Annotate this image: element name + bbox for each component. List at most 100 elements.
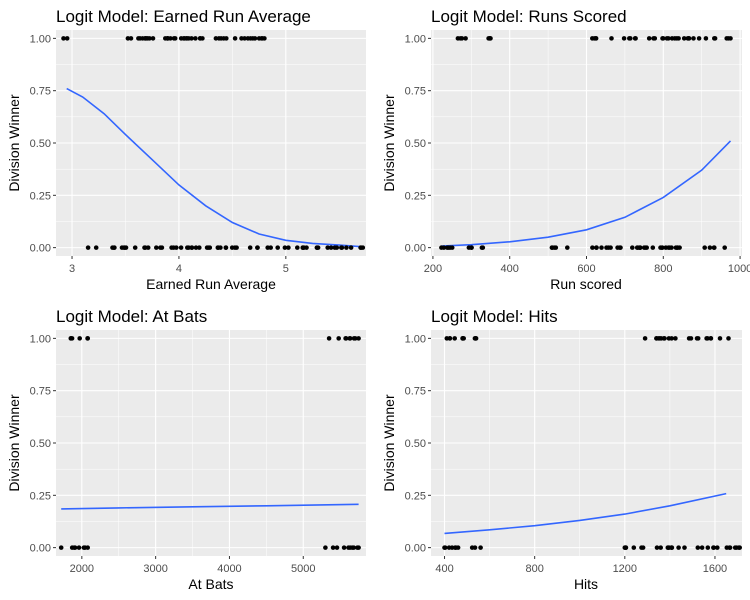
data-point xyxy=(300,245,306,250)
data-point xyxy=(295,245,300,250)
x-tick-label: 200 xyxy=(424,263,442,275)
x-tick-label: 3 xyxy=(69,263,75,275)
y-tick-label: 0.75 xyxy=(405,86,426,98)
data-point xyxy=(604,245,609,250)
data-point xyxy=(193,36,198,41)
data-point xyxy=(447,336,453,341)
data-point xyxy=(260,36,265,41)
data-point xyxy=(650,245,656,250)
data-point xyxy=(654,545,660,550)
data-point xyxy=(355,545,360,550)
grid-lines xyxy=(431,330,742,556)
data-point xyxy=(242,36,247,41)
data-point xyxy=(662,336,667,341)
data-point xyxy=(695,336,701,341)
data-point xyxy=(255,245,260,250)
x-tick-label: 400 xyxy=(435,563,453,575)
data-point xyxy=(724,545,730,550)
data-point xyxy=(61,36,66,41)
data-point xyxy=(630,245,635,250)
data-point xyxy=(200,36,205,41)
data-point xyxy=(472,545,478,550)
x-tick-label: 1600 xyxy=(703,563,727,575)
fit-curve xyxy=(441,140,732,247)
y-axis-label: Division Winner xyxy=(6,394,22,492)
data-point xyxy=(463,36,468,41)
data-point xyxy=(715,545,720,550)
data-point xyxy=(473,336,479,341)
y-axis-ticks: 0.00 0.25 0.50 0.75 1.00 xyxy=(30,333,56,555)
x-axis-label: Hits xyxy=(574,576,598,592)
data-point xyxy=(341,545,347,550)
y-tick-label: 0.50 xyxy=(30,438,51,450)
data-point xyxy=(727,545,733,550)
x-tick-label: 5000 xyxy=(291,563,315,575)
data-point xyxy=(68,336,74,341)
y-axis-ticks: 0.00 0.25 0.50 0.75 1.00 xyxy=(30,33,56,255)
data-point xyxy=(699,545,705,550)
data-point xyxy=(660,36,665,41)
y-tick-label: 0.50 xyxy=(30,138,51,150)
data-point xyxy=(459,36,465,41)
data-point xyxy=(165,36,171,41)
plot-at-bats: Logit Model: At Bats 2000 3000 4000 5000 0.… xyxy=(6,307,366,592)
data-point xyxy=(642,336,648,341)
data-point xyxy=(654,336,659,341)
data-point xyxy=(174,245,179,250)
data-point xyxy=(330,545,336,550)
data-point xyxy=(672,36,678,41)
data-point xyxy=(487,36,493,41)
data-point xyxy=(282,245,288,250)
data-point xyxy=(441,245,447,250)
data-point xyxy=(659,245,665,250)
y-axis-label: Division Winner xyxy=(6,94,22,192)
data-point xyxy=(76,545,82,550)
y-tick-label: 1.00 xyxy=(30,33,51,45)
data-point xyxy=(143,245,148,250)
data-point xyxy=(631,545,637,550)
data-point xyxy=(145,36,150,41)
logit-fit-line xyxy=(66,87,363,248)
data-point xyxy=(705,545,711,550)
y-axis-label: Division Winner xyxy=(381,394,397,492)
data-point xyxy=(64,36,70,41)
y-tick-label: 0.00 xyxy=(30,243,51,255)
data-point xyxy=(77,336,82,341)
x-tick-label: 800 xyxy=(654,263,672,275)
data-point xyxy=(223,245,229,250)
data-point xyxy=(339,245,344,250)
x-axis-label: Earned Run Average xyxy=(146,276,276,292)
data-point xyxy=(599,245,604,250)
data-point xyxy=(717,336,723,341)
data-point xyxy=(314,245,320,250)
y-tick-label: 0.75 xyxy=(30,86,51,98)
data-point xyxy=(627,36,632,41)
data-point xyxy=(207,245,213,250)
data-point xyxy=(696,36,702,41)
data-point xyxy=(344,245,349,250)
data-points xyxy=(61,36,366,250)
data-point xyxy=(286,245,291,250)
data-point xyxy=(695,545,701,550)
data-point xyxy=(229,245,235,250)
data-point xyxy=(673,336,678,341)
logit-fit-line xyxy=(444,492,727,535)
data-point xyxy=(353,336,358,341)
data-point xyxy=(708,336,714,341)
data-point xyxy=(688,336,694,341)
data-point xyxy=(622,545,628,550)
data-point xyxy=(85,336,90,341)
data-point xyxy=(325,245,331,250)
data-point xyxy=(268,245,274,250)
y-tick-label: 0.00 xyxy=(30,543,51,555)
data-point xyxy=(275,245,281,250)
x-axis-label: Run scored xyxy=(550,276,622,292)
plot-runs-scored: Logit Model: Runs Scored 200 400 600 800 100… xyxy=(381,7,750,292)
data-point xyxy=(736,545,742,550)
x-tick-label: 1000 xyxy=(728,263,750,275)
data-point xyxy=(323,545,328,550)
x-tick-label: 4 xyxy=(176,263,182,275)
grid-lines xyxy=(56,30,366,256)
data-point xyxy=(466,245,472,250)
y-tick-label: 0.75 xyxy=(405,386,426,398)
